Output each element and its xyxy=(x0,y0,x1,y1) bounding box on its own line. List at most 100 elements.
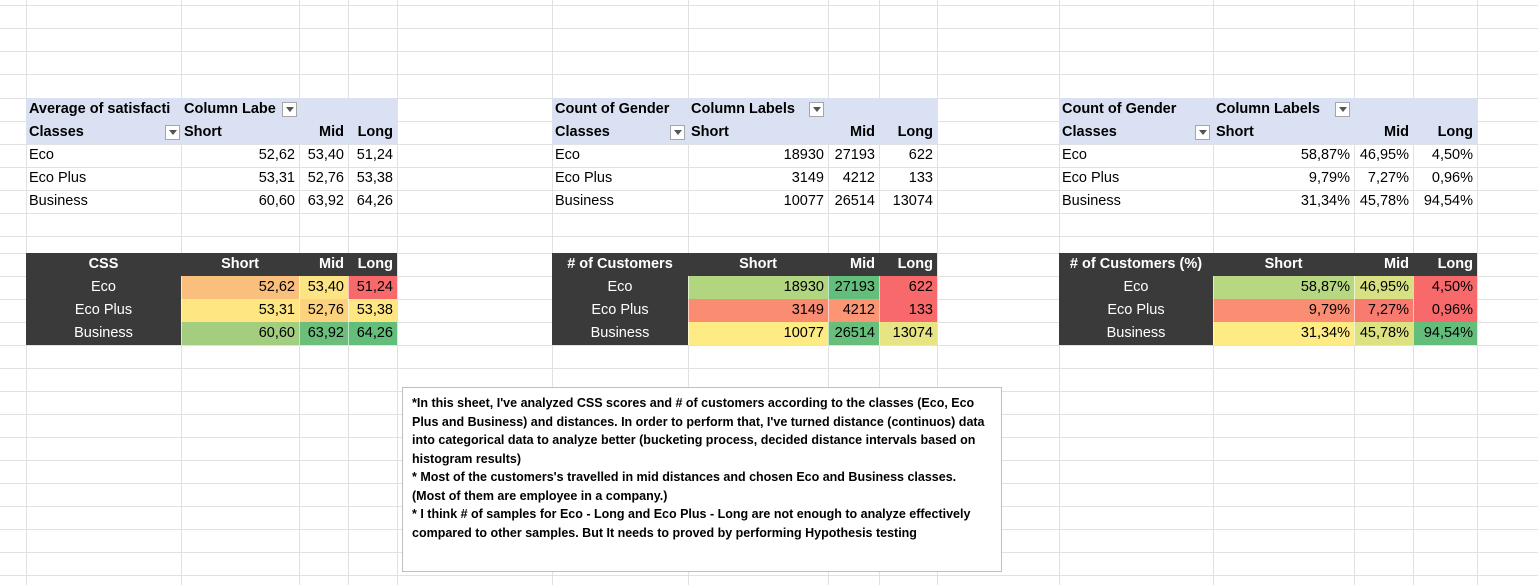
pivot-value-cell[interactable]: 64,26 xyxy=(356,193,393,209)
heatmap-value-cell[interactable]: 53,31 xyxy=(181,299,299,322)
heatmap-value-cell[interactable]: 3149 xyxy=(688,299,828,322)
column-labels-filter-dropdown-icon[interactable] xyxy=(1335,102,1350,117)
pivot-value-cell[interactable]: 27193 xyxy=(834,147,875,163)
heatmap-value-cell[interactable]: 18930 xyxy=(688,276,828,299)
pivot-col-header[interactable]: Mid xyxy=(1354,121,1413,144)
pivot-value-cell[interactable]: 4212 xyxy=(842,170,875,186)
heatmap-row-label[interactable]: Business xyxy=(552,322,688,345)
pivot-value-cell[interactable]: 18930 xyxy=(783,147,824,163)
pivot-value-cell[interactable]: 3149 xyxy=(791,170,824,186)
heatmap-col-header[interactable]: Short xyxy=(1213,253,1354,276)
heatmap-value-cell[interactable]: 13074 xyxy=(879,322,937,345)
pivot-col-header[interactable]: Short xyxy=(181,121,299,144)
pivot-row-label[interactable]: Eco Plus xyxy=(1062,170,1120,186)
heatmap-row-label[interactable]: Eco xyxy=(1059,276,1213,299)
pivot-value-cell[interactable]: 53,40 xyxy=(307,147,344,163)
pivot-value-cell[interactable]: 94,54% xyxy=(1423,193,1473,209)
pivot-row-label[interactable]: Eco Plus xyxy=(29,170,87,186)
pivot-col-header[interactable]: Mid xyxy=(828,121,879,144)
heatmap-value-cell[interactable]: 63,92 xyxy=(299,322,348,345)
column-labels-filter-dropdown-icon[interactable] xyxy=(809,102,824,117)
row-labels-filter-dropdown-icon[interactable] xyxy=(670,125,685,140)
pivot-value-cell[interactable]: 52,76 xyxy=(307,170,344,186)
text-box-notes[interactable]: *In this sheet, I've analyzed CSS scores… xyxy=(402,387,1002,572)
pivot-row-label[interactable]: Eco xyxy=(29,147,54,163)
heatmap-value-cell[interactable]: 26514 xyxy=(828,322,879,345)
heatmap-col-header[interactable]: Mid xyxy=(828,253,879,276)
heatmap-col-header[interactable]: Long xyxy=(348,253,397,276)
heatmap-value-cell[interactable]: 0,96% xyxy=(1413,299,1477,322)
row-labels-filter-dropdown-icon[interactable] xyxy=(165,125,180,140)
heatmap-value-cell[interactable]: 27193 xyxy=(828,276,879,299)
pivot-row-label[interactable]: Business xyxy=(555,193,614,209)
pivot-value-cell[interactable]: 13074 xyxy=(892,193,933,209)
heatmap-value-cell[interactable]: 51,24 xyxy=(348,276,397,299)
heatmap-row-label[interactable]: Eco xyxy=(552,276,688,299)
pivot-value-cell[interactable]: 58,87% xyxy=(1300,147,1350,163)
heatmap-value-cell[interactable]: 52,62 xyxy=(181,276,299,299)
heatmap-value-cell[interactable]: 94,54% xyxy=(1413,322,1477,345)
heatmap-value-cell[interactable]: 60,60 xyxy=(181,322,299,345)
pivot-value-cell[interactable]: 45,78% xyxy=(1359,193,1409,209)
pivot-value-cell[interactable]: 51,24 xyxy=(356,147,393,163)
pivot-row-header[interactable]: Classes xyxy=(1059,121,1213,144)
pivot-value-cell[interactable]: 7,27% xyxy=(1367,170,1409,186)
heatmap-title-cell[interactable]: CSS xyxy=(26,253,181,276)
pivot-col-header[interactable]: Short xyxy=(1213,121,1354,144)
heatmap-value-cell[interactable]: 53,38 xyxy=(348,299,397,322)
pivot-value-cell[interactable]: 53,38 xyxy=(356,170,393,186)
pivot-col-header[interactable]: Short xyxy=(688,121,828,144)
heatmap-title-cell[interactable]: # of Customers (%) xyxy=(1059,253,1213,276)
heatmap-value-cell[interactable]: 7,27% xyxy=(1354,299,1413,322)
heatmap-row-label[interactable]: Eco Plus xyxy=(26,299,181,322)
heatmap-col-header[interactable]: Short xyxy=(181,253,299,276)
pivot-value-cell[interactable]: 9,79% xyxy=(1308,170,1350,186)
pivot-row-header[interactable]: Classes xyxy=(26,121,181,144)
pivot-col-header[interactable]: Long xyxy=(879,121,937,144)
pivot-value-cell[interactable]: 0,96% xyxy=(1431,170,1473,186)
heatmap-value-cell[interactable]: 46,95% xyxy=(1354,276,1413,299)
pivot-col-header[interactable]: Long xyxy=(1413,121,1477,144)
heatmap-value-cell[interactable]: 10077 xyxy=(688,322,828,345)
heatmap-value-cell[interactable]: 9,79% xyxy=(1213,299,1354,322)
heatmap-value-cell[interactable]: 4212 xyxy=(828,299,879,322)
heatmap-row-label[interactable]: Eco Plus xyxy=(552,299,688,322)
heatmap-col-header[interactable]: Mid xyxy=(1354,253,1413,276)
heatmap-value-cell[interactable]: 52,76 xyxy=(299,299,348,322)
heatmap-col-header[interactable]: Long xyxy=(879,253,937,276)
pivot-value-cell[interactable]: 31,34% xyxy=(1300,193,1350,209)
heatmap-col-header[interactable]: Mid xyxy=(299,253,348,276)
pivot-value-cell[interactable]: 60,60 xyxy=(258,193,295,209)
heatmap-value-cell[interactable]: 31,34% xyxy=(1213,322,1354,345)
row-labels-filter-dropdown-icon[interactable] xyxy=(1195,125,1210,140)
column-labels-filter-dropdown-icon[interactable] xyxy=(282,102,297,117)
heatmap-title-cell[interactable]: # of Customers xyxy=(552,253,688,276)
pivot-row-label[interactable]: Eco xyxy=(1062,147,1087,163)
heatmap-value-cell[interactable]: 58,87% xyxy=(1213,276,1354,299)
heatmap-row-label[interactable]: Business xyxy=(26,322,181,345)
heatmap-col-header[interactable]: Long xyxy=(1413,253,1477,276)
pivot-value-cell[interactable]: 53,31 xyxy=(258,170,295,186)
pivot-row-label[interactable]: Business xyxy=(29,193,88,209)
heatmap-row-label[interactable]: Eco xyxy=(26,276,181,299)
pivot-value-cell[interactable]: 622 xyxy=(908,147,933,163)
pivot-value-cell[interactable]: 10077 xyxy=(783,193,824,209)
pivot-value-field[interactable]: Average of satisfacti xyxy=(26,98,181,121)
heatmap-value-cell[interactable]: 4,50% xyxy=(1413,276,1477,299)
heatmap-value-cell[interactable]: 45,78% xyxy=(1354,322,1413,345)
pivot-row-header[interactable]: Classes xyxy=(552,121,688,144)
heatmap-row-label[interactable]: Eco Plus xyxy=(1059,299,1213,322)
pivot-row-label[interactable]: Business xyxy=(1062,193,1121,209)
heatmap-value-cell[interactable]: 64,26 xyxy=(348,322,397,345)
pivot-value-cell[interactable]: 26514 xyxy=(834,193,875,209)
pivot-col-header[interactable]: Mid xyxy=(299,121,348,144)
pivot-row-label[interactable]: Eco xyxy=(555,147,580,163)
pivot-value-cell[interactable]: 46,95% xyxy=(1359,147,1409,163)
pivot-value-field[interactable]: Count of Gender xyxy=(1059,98,1213,121)
heatmap-value-cell[interactable]: 622 xyxy=(879,276,937,299)
pivot-value-cell[interactable]: 4,50% xyxy=(1431,147,1473,163)
heatmap-value-cell[interactable]: 133 xyxy=(879,299,937,322)
pivot-value-field[interactable]: Count of Gender xyxy=(552,98,688,121)
heatmap-row-label[interactable]: Business xyxy=(1059,322,1213,345)
pivot-value-cell[interactable]: 133 xyxy=(908,170,933,186)
